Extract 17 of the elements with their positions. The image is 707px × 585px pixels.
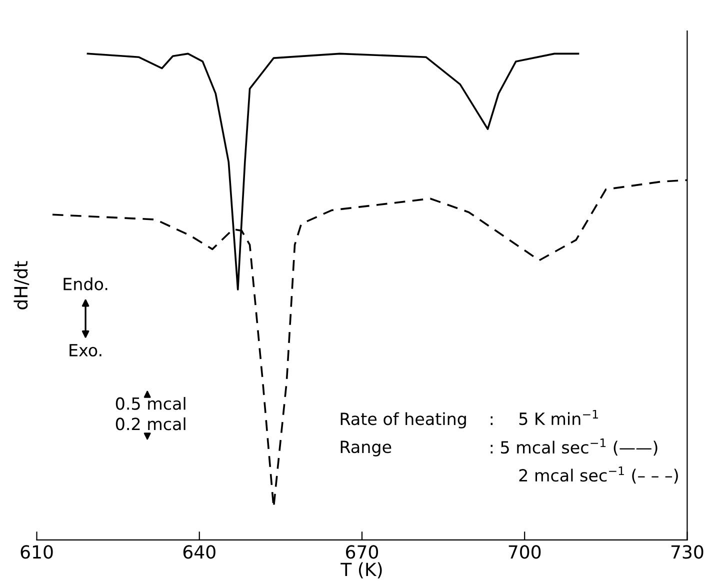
annotation: 2 mcal sec$^{−1}$ (– – –) (519, 466, 678, 484)
x-tick-label: 640 (183, 545, 216, 559)
annotation: Range (340, 440, 392, 456)
x-tick-label: 700 (508, 545, 541, 559)
annotation: : (490, 416, 492, 425)
annotation: : 5 mcal sec$^{−1}$ (——) (490, 438, 658, 456)
x-tick-label: 610 (20, 545, 53, 559)
annotation: 0.5 mcal (116, 397, 186, 410)
x-tick-label: 670 (346, 545, 378, 559)
annotation: 0.2 mcal (116, 417, 186, 430)
annotation: Exo. (70, 344, 102, 356)
y-axis-title: dH/dt (14, 261, 30, 310)
annotation: Endo. (64, 277, 108, 290)
x-axis-title: T (K) (340, 562, 382, 578)
annotation: 5 K min$^{−1}$ (519, 410, 598, 426)
x-tick-label: 730 (671, 545, 704, 559)
annotation: Rate of heating (340, 412, 466, 428)
